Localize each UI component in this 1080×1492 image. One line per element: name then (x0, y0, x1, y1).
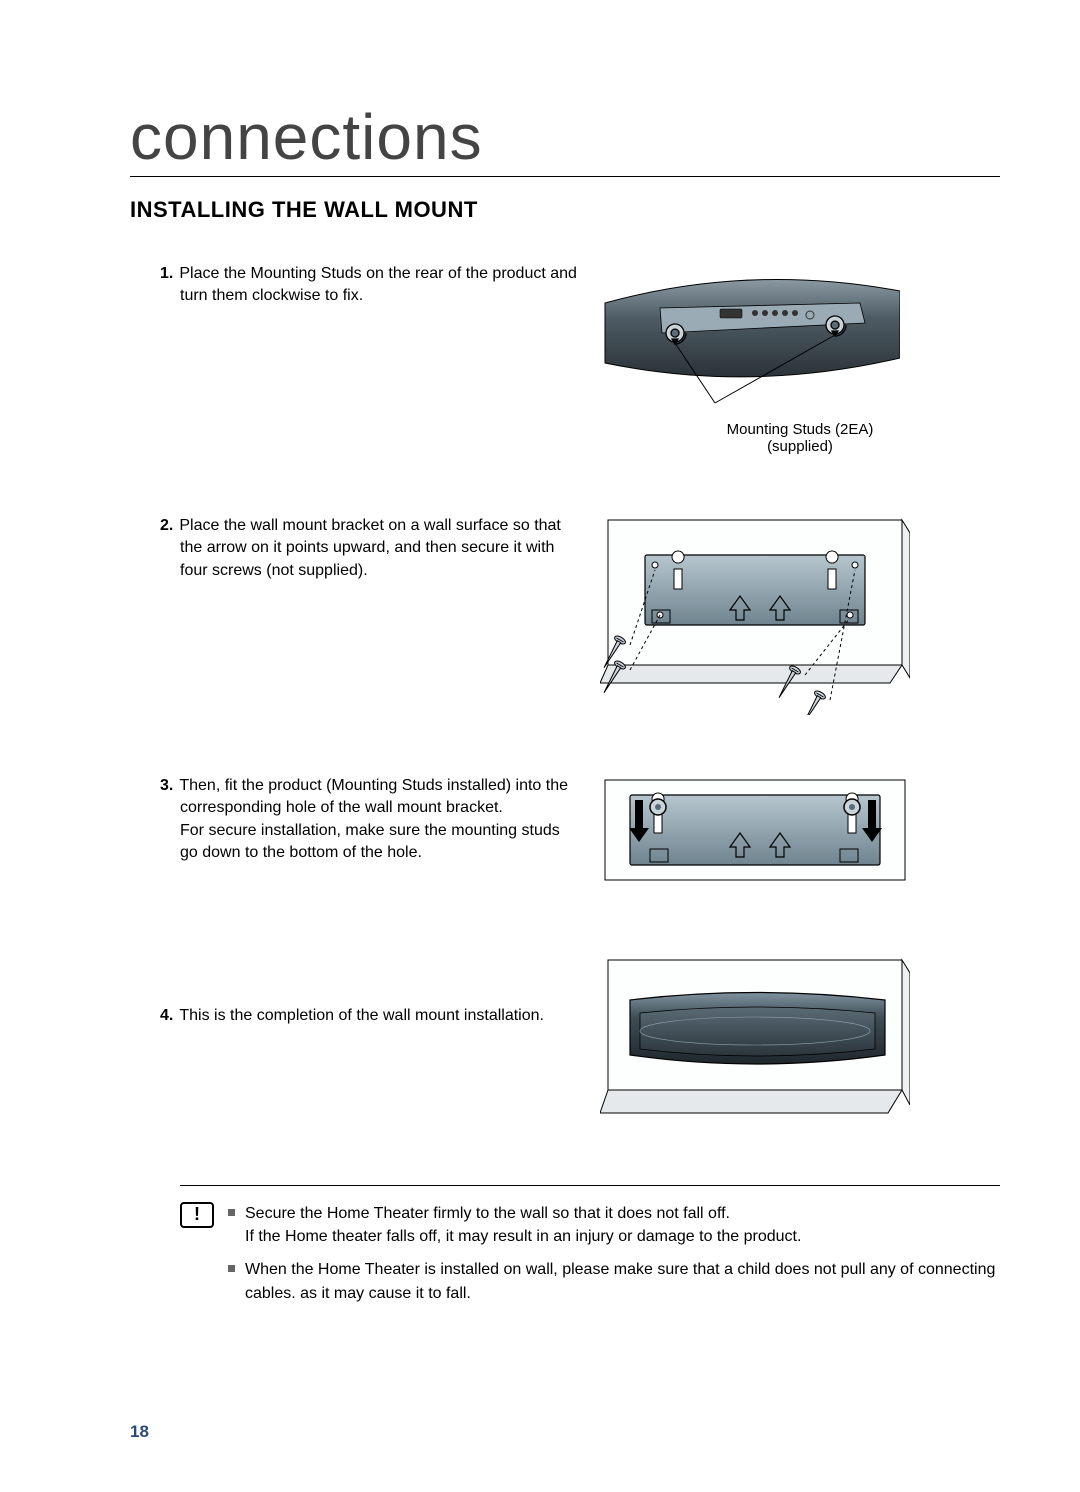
notes-block: ! Secure the Home Theater firmly to the … (180, 1185, 1000, 1315)
subsection-title: INSTALLING THE WALL MOUNT (130, 197, 1000, 223)
soundbar-back-illustration (600, 263, 900, 413)
step-1-text: 1. Place the Mounting Studs on the rear o… (130, 263, 600, 308)
note-1-text: Secure the Home Theater firmly to the wa… (245, 1202, 801, 1248)
step-2: 2. Place the wall mount bracket on a wall… (130, 515, 1000, 715)
caution-icon: ! (180, 1202, 214, 1228)
step-2-figure (600, 515, 1000, 715)
step-2-text: 2. Place the wall mount bracket on a wall… (130, 515, 600, 582)
page-number: 18 (130, 1422, 149, 1442)
note-item: When the Home Theater is installed on wa… (228, 1258, 1000, 1304)
completed-installation-illustration (600, 955, 910, 1125)
step-1-body: Place the Mounting Studs on the rear of … (179, 265, 577, 304)
step-3-num: 3. (160, 777, 173, 794)
note-2-text: When the Home Theater is installed on wa… (245, 1258, 1000, 1304)
step-2-num: 2. (160, 517, 173, 534)
step-4-text: 4. This is the completion of the wall mou… (130, 955, 600, 1027)
step-1-caption: Mounting Studs (2EA) (supplied) (600, 421, 1000, 455)
step-3: 3. Then, fit the product (Mounting Studs … (130, 775, 1000, 895)
step-4-body: This is the completion of the wall mount… (179, 1007, 544, 1024)
step-3-text: 3. Then, fit the product (Mounting Studs … (130, 775, 600, 865)
step-3-figure (600, 775, 1000, 895)
step-1-figure: Mounting Studs (2EA) (supplied) (600, 263, 1000, 455)
section-title: connections (130, 100, 1000, 177)
step-1-caption-line1: Mounting Studs (2EA) (727, 421, 874, 438)
step-2-body: Place the wall mount bracket on a wall s… (179, 517, 561, 579)
bullet-icon (228, 1265, 235, 1272)
note-item: Secure the Home Theater firmly to the wa… (228, 1202, 1000, 1248)
manual-page: connections INSTALLING THE WALL MOUNT 1.… (0, 0, 1080, 1492)
notes-list: Secure the Home Theater firmly to the wa… (228, 1202, 1000, 1315)
step-1-num: 1. (160, 265, 173, 282)
bullet-icon (228, 1209, 235, 1216)
step-1-caption-line2: (supplied) (767, 438, 833, 455)
step-4: 4. This is the completion of the wall mou… (130, 955, 1000, 1125)
step-4-num: 4. (160, 1007, 173, 1024)
bracket-on-wall-illustration (600, 515, 910, 715)
fit-product-illustration (600, 775, 910, 895)
step-4-figure (600, 955, 1000, 1125)
step-1: 1. Place the Mounting Studs on the rear o… (130, 263, 1000, 455)
step-3-body: Then, fit the product (Mounting Studs in… (179, 777, 568, 861)
